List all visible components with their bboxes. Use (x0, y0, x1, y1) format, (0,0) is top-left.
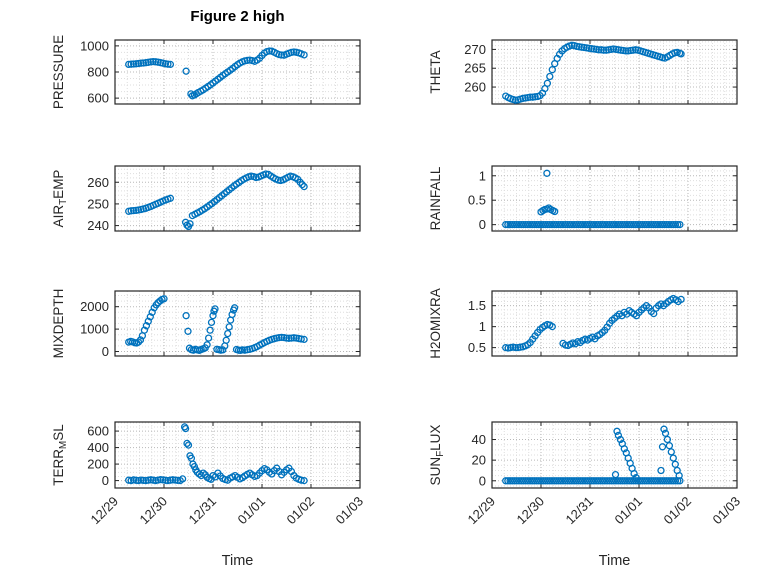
axis-box (114, 39, 361, 105)
x-tick-label: 01/03 (710, 494, 744, 528)
y-tick-label: 20 (472, 453, 486, 468)
y-axis-label: PRESSURE (51, 35, 66, 109)
axis-box (491, 39, 738, 105)
minor-grid (492, 422, 737, 488)
y-tick-label: 0 (479, 217, 486, 232)
x-tick-label: 01/03 (333, 494, 367, 528)
x-tick-labels: 12/29 12/30 12/31 01/01 01/02 01/03 (465, 494, 744, 528)
y-tick-label: 0 (102, 344, 109, 359)
x-tick-labels: 12/29 12/30 12/31 01/01 01/02 01/03 (88, 494, 367, 528)
y-axis-label: MIXDEPTH (51, 289, 66, 359)
axis-box (491, 165, 738, 232)
y-tick-label: 2000 (80, 299, 109, 314)
subplot-h2omixra: 0.5 1 1.5 H2OMIXRA (428, 288, 738, 359)
x-tick-label: 12/29 (465, 494, 499, 528)
y-tick-label: 600 (87, 91, 109, 106)
data-points (502, 294, 685, 352)
x-tick-label: 12/30 (514, 494, 548, 528)
y-axis-label: RAINFALL (428, 166, 443, 230)
y-tick-labels: 240 250 260 (87, 175, 109, 233)
y-tick-label: 400 (87, 440, 109, 455)
minor-grid (492, 40, 737, 104)
minor-grid (115, 166, 360, 231)
major-grid (492, 291, 737, 356)
y-tick-labels: 0 20 40 (472, 432, 486, 488)
axis-box (491, 421, 738, 489)
y-tick-label: 40 (472, 432, 486, 447)
y-tick-label: 240 (87, 218, 109, 233)
y-tick-label: 0 (479, 473, 486, 488)
subplot-mixdepth: 0 1000 2000 MIXDEPTH (51, 289, 361, 359)
y-tick-label: 260 (87, 175, 109, 190)
y-tick-label: 265 (464, 61, 486, 76)
y-tick-label: 0 (102, 473, 109, 488)
y-tick-labels: 260 265 270 (464, 42, 486, 95)
y-tick-label: 250 (87, 196, 109, 211)
x-tick-label: 01/02 (661, 494, 695, 528)
y-axis-label: AIRTEMP (51, 170, 69, 228)
minor-grid (115, 422, 360, 488)
data-points (502, 425, 684, 485)
y-tick-label: 200 (87, 457, 109, 472)
axis-box (114, 290, 361, 357)
axis-box (114, 165, 361, 232)
x-tick-label: 12/31 (186, 494, 220, 528)
y-axis-label: THETA (428, 50, 443, 93)
data-points (125, 47, 308, 100)
x-tick-label: 12/31 (563, 494, 597, 528)
x-tick-label: 01/02 (284, 494, 318, 528)
y-tick-label: 1 (479, 168, 486, 183)
figure-title: Figure 2 high (190, 8, 285, 25)
y-tick-label: 1000 (80, 38, 109, 53)
x-tick-label: 12/29 (88, 494, 122, 528)
major-grid (492, 40, 737, 104)
y-tick-labels: 600 800 1000 (80, 38, 109, 105)
x-tick-label: 12/30 (137, 494, 171, 528)
x-tick-label: 01/01 (612, 494, 646, 528)
subplot-sun-flux: 0 20 40 12/29 12/30 12/31 01/01 01/02 01/03 SUNFL… (428, 421, 744, 528)
y-tick-label: 0.5 (468, 340, 486, 355)
data-points (125, 170, 308, 231)
y-axis-label: SUNFLUX (428, 425, 446, 486)
y-tick-label: 260 (464, 80, 486, 95)
major-grid (115, 40, 360, 104)
y-tick-label: 800 (87, 65, 109, 80)
data-points (502, 169, 684, 229)
minor-grid (115, 40, 360, 104)
major-grid (492, 166, 737, 231)
x-axis-label-left: Time (221, 553, 254, 569)
y-tick-label: 600 (87, 424, 109, 439)
data-points (125, 295, 308, 355)
x-axis-label-right: Time (598, 553, 631, 569)
minor-grid (492, 166, 737, 231)
y-tick-labels: 0.5 1 1.5 (468, 298, 486, 355)
data-points (502, 41, 685, 104)
y-axis-label: TERRMSL (51, 424, 69, 486)
y-tick-label: 0.5 (468, 193, 486, 208)
subplot-theta: 260 265 270 THETA (428, 39, 738, 105)
y-tick-label: 1 (479, 319, 486, 334)
subplot-pressure: 600 800 1000 PRESSURE (51, 35, 361, 109)
subplot-air-temp: 240 250 260 AIRTEMP (51, 165, 361, 233)
y-tick-labels: 00.51 (468, 168, 486, 232)
major-grid (115, 166, 360, 231)
data-points (125, 423, 308, 485)
axis-box (114, 421, 361, 489)
y-tick-labels: 0 1000 2000 (80, 299, 109, 359)
x-tick-label: 01/01 (235, 494, 269, 528)
y-axis-label: H2OMIXRA (428, 288, 443, 359)
y-tick-label: 1.5 (468, 298, 486, 313)
axis-box (491, 290, 738, 357)
y-tick-label: 270 (464, 42, 486, 57)
y-tick-label: 1000 (80, 322, 109, 337)
